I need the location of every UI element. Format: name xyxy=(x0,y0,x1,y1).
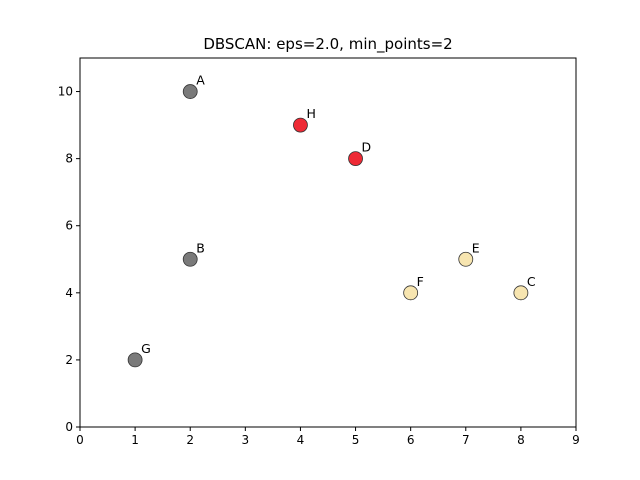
point-label: D xyxy=(362,140,372,155)
x-tick-label: 2 xyxy=(186,433,194,447)
y-tick-label: 4 xyxy=(65,286,73,300)
x-tick-label: 7 xyxy=(462,433,470,447)
x-tick-label: 4 xyxy=(297,433,305,447)
ticks-layer: 0 1 2 3 4 5 6 7 8 9 0 2 4 6 8 10 xyxy=(58,85,580,447)
point-label: H xyxy=(306,106,315,121)
x-tick-label: 5 xyxy=(352,433,360,447)
x-tick-label: 8 xyxy=(517,433,525,447)
chart-title: DBSCAN: eps=2.0, min_points=2 xyxy=(203,35,452,54)
plot-frame xyxy=(79,57,577,428)
point-g xyxy=(127,352,143,368)
point-label: F xyxy=(417,274,424,289)
x-tick-label: 0 xyxy=(76,433,84,447)
x-tick-label: 6 xyxy=(407,433,415,447)
point-label: G xyxy=(141,341,151,356)
x-tick-label: 9 xyxy=(572,433,580,447)
point-label: E xyxy=(472,240,480,255)
y-tick-label: 8 xyxy=(65,152,73,166)
point-b xyxy=(182,251,198,267)
point-e xyxy=(458,251,474,267)
points-layer: A H D B E F C G xyxy=(127,73,536,368)
point-a xyxy=(182,84,198,99)
point-label: B xyxy=(196,240,205,255)
point-label: C xyxy=(527,274,536,289)
y-tick-label: 2 xyxy=(65,353,73,367)
x-tick-label: 3 xyxy=(242,433,250,447)
point-h xyxy=(293,117,308,133)
point-f xyxy=(403,285,419,301)
y-tick-label: 0 xyxy=(65,420,73,434)
point-c xyxy=(513,285,529,301)
x-tick-label: 1 xyxy=(131,433,139,447)
point-d xyxy=(348,151,363,167)
y-tick-label: 6 xyxy=(65,219,73,233)
point-label: A xyxy=(196,73,205,88)
y-tick-label: 10 xyxy=(58,85,73,99)
